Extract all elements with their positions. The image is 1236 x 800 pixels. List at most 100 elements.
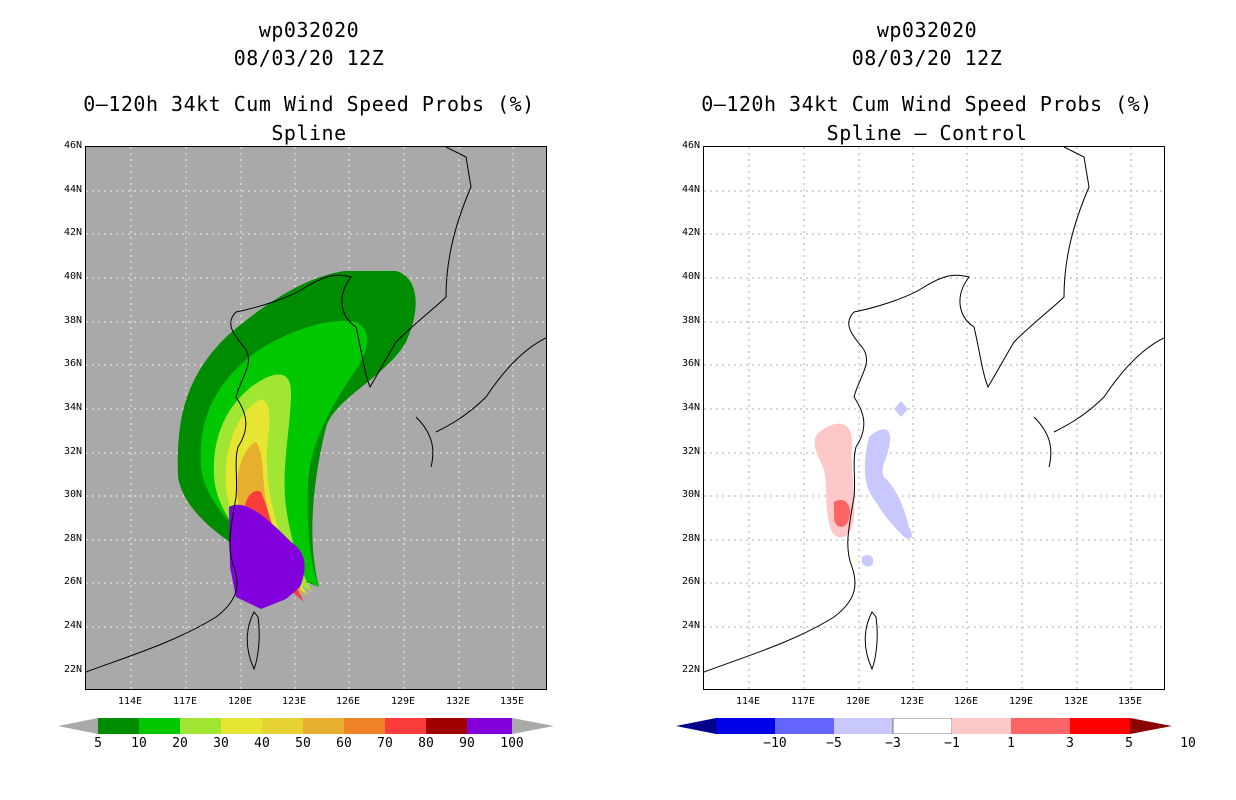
colorbar-swatch bbox=[1070, 718, 1130, 734]
lat-label: 36N bbox=[63, 358, 82, 369]
colorbar-swatch bbox=[426, 718, 467, 734]
lon-label: 120E bbox=[227, 696, 253, 707]
colorbar-swatch bbox=[98, 718, 139, 734]
lon-label: 123E bbox=[281, 696, 307, 707]
lat-label: 42N bbox=[681, 227, 700, 238]
lon-label: 129E bbox=[1008, 696, 1034, 707]
lon-label: 120E bbox=[845, 696, 871, 707]
lat-label: 38N bbox=[63, 315, 82, 326]
colorbar-label: 5 bbox=[1125, 736, 1133, 751]
right-panel: wp032020 08/03/20 12Z 0–120h 34kt Cum Wi… bbox=[618, 0, 1236, 800]
colorbar-label: −5 bbox=[826, 736, 842, 751]
lat-label: 24N bbox=[681, 620, 700, 631]
difference-map bbox=[703, 146, 1165, 690]
lon-label: 135E bbox=[1117, 696, 1143, 707]
colorbar-label: 10 bbox=[1180, 736, 1196, 751]
colorbar-end-high bbox=[512, 718, 554, 734]
storm-id: wp032020 bbox=[876, 18, 978, 42]
prob-50 bbox=[237, 442, 306, 597]
colorbar-label: 50 bbox=[295, 736, 311, 751]
product-title: 0–120h 34kt Cum Wind Speed Probs (%) bbox=[701, 92, 1153, 116]
coastline bbox=[415, 337, 546, 468]
lon-label: 117E bbox=[790, 696, 816, 707]
lat-label: 22N bbox=[681, 664, 700, 675]
storm-id: wp032020 bbox=[258, 18, 360, 42]
lon-label: 132E bbox=[1063, 696, 1089, 707]
lat-label: 28N bbox=[681, 533, 700, 544]
colorbar-end-low bbox=[676, 718, 716, 734]
lat-label: 46N bbox=[63, 140, 82, 151]
colorbar-swatch bbox=[303, 718, 344, 734]
diff-neg-1b bbox=[894, 401, 908, 417]
colorbar bbox=[58, 718, 554, 734]
lat-label: 32N bbox=[63, 446, 82, 457]
colorbar-swatch bbox=[716, 718, 775, 734]
colorbar-label: 1 bbox=[1007, 736, 1015, 751]
colorbar-swatch bbox=[834, 718, 893, 734]
left-panel: wp032020 08/03/20 12Z 0–120h 34kt Cum Wi… bbox=[58, 18, 554, 751]
colorbar-swatch bbox=[344, 718, 385, 734]
subtitle: Spline – Control bbox=[826, 121, 1028, 145]
colorbar-end-high bbox=[1130, 718, 1172, 734]
lat-label: 24N bbox=[63, 620, 82, 631]
lat-label: 34N bbox=[681, 402, 700, 413]
lat-label: 42N bbox=[63, 227, 82, 238]
lat-label: 26N bbox=[63, 576, 82, 587]
probability-map bbox=[85, 146, 547, 690]
product-title: 0–120h 34kt Cum Wind Speed Probs (%) bbox=[83, 92, 535, 116]
diff-neg-1c bbox=[861, 554, 874, 567]
colorbar-label: 30 bbox=[213, 736, 229, 751]
colorbar-swatch bbox=[262, 718, 303, 734]
lon-label: 114E bbox=[117, 696, 143, 707]
lat-label: 26N bbox=[681, 576, 700, 587]
colorbar-label: −3 bbox=[885, 736, 901, 751]
colorbar-swatch bbox=[1011, 718, 1070, 734]
colorbar-swatch bbox=[775, 718, 834, 734]
diff-pos-3 bbox=[834, 499, 851, 527]
colorbar bbox=[676, 718, 1172, 734]
lat-label: 34N bbox=[63, 402, 82, 413]
lat-label: 30N bbox=[63, 489, 82, 500]
colorbar-label: 100 bbox=[500, 736, 524, 751]
colorbar-label: 40 bbox=[254, 736, 270, 751]
lon-label: 117E bbox=[172, 696, 198, 707]
lon-label: 129E bbox=[390, 696, 416, 707]
coastline bbox=[704, 147, 1090, 673]
lat-label: 44N bbox=[681, 184, 700, 195]
colorbar-label: 5 bbox=[94, 736, 102, 751]
colorbar-swatch bbox=[180, 718, 221, 734]
datetime: 08/03/20 12Z bbox=[851, 46, 1003, 70]
lat-label: 40N bbox=[681, 271, 700, 282]
lat-label: 40N bbox=[63, 271, 82, 282]
lat-label: 38N bbox=[681, 315, 700, 326]
lon-label: 135E bbox=[499, 696, 525, 707]
lon-label: 123E bbox=[899, 696, 925, 707]
colorbar-label: 80 bbox=[418, 736, 434, 751]
colorbar-label: 20 bbox=[172, 736, 188, 751]
colorbar-swatch bbox=[952, 718, 1011, 734]
lon-label: 114E bbox=[735, 696, 761, 707]
colorbar-label: −1 bbox=[944, 736, 960, 751]
colorbar-label: 60 bbox=[336, 736, 352, 751]
colorbar-end-low bbox=[58, 718, 98, 734]
lat-label: 30N bbox=[681, 489, 700, 500]
coastline bbox=[86, 147, 472, 673]
colorbar-label: 3 bbox=[1066, 736, 1074, 751]
coastline bbox=[864, 611, 878, 671]
colorbar-swatch bbox=[385, 718, 426, 734]
grid-lines bbox=[704, 147, 1164, 689]
prob-30 bbox=[225, 399, 308, 595]
colorbar-label: −10 bbox=[763, 736, 787, 751]
lat-label: 22N bbox=[63, 664, 82, 675]
lat-label: 28N bbox=[63, 533, 82, 544]
colorbar-swatch bbox=[139, 718, 180, 734]
colorbar-label: 70 bbox=[377, 736, 393, 751]
subtitle: Spline bbox=[271, 121, 347, 145]
colorbar-label: 10 bbox=[131, 736, 147, 751]
colorbar-swatch bbox=[892, 718, 953, 734]
lat-label: 36N bbox=[681, 358, 700, 369]
lat-label: 32N bbox=[681, 446, 700, 457]
prob-100 bbox=[229, 504, 305, 609]
coastline bbox=[1033, 337, 1164, 468]
coastline bbox=[246, 611, 260, 671]
